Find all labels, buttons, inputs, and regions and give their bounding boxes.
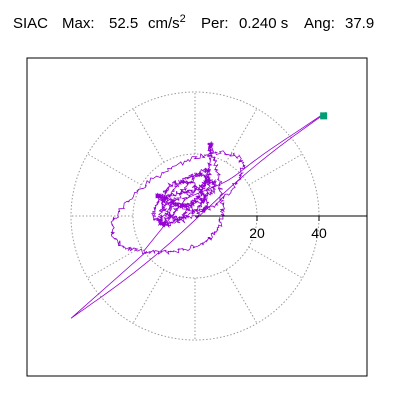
- station-code: SIAC: [13, 15, 49, 32]
- ring-labels: 20 40: [249, 225, 327, 241]
- angle-label: Ang:: [304, 15, 335, 32]
- max-unit-exponent: 2: [179, 13, 186, 25]
- grid-spoke-120: [132, 108, 165, 163]
- plot-header: SIAC Max: 52.5 cm/s2 Per: 0.240 s Ang: 3…: [0, 0, 400, 48]
- max-value: 52.5: [109, 15, 139, 32]
- grid-spoke-300: [225, 269, 258, 324]
- grid-spoke-30: [248, 153, 303, 186]
- grid-spoke-150: [87, 153, 142, 186]
- plot-frame: [26, 57, 368, 377]
- grid-spoke-60: [225, 108, 258, 163]
- max-unit-text: cm/s: [148, 15, 180, 32]
- grid-spoke-330: [248, 246, 303, 279]
- end-marker: [320, 112, 328, 120]
- max-label: Max:: [62, 15, 95, 32]
- period-label: Per:: [201, 15, 229, 32]
- marker-layer: [320, 112, 328, 120]
- ring-label-20: 20: [249, 225, 265, 241]
- grid-spoke-240: [132, 269, 165, 324]
- motion-trace: [70, 112, 326, 319]
- ring-label-40: 40: [311, 225, 327, 241]
- angle-value: 37.9: [345, 15, 375, 32]
- period-value: 0.240 s: [239, 15, 289, 32]
- axes: [195, 215, 367, 221]
- trace-path: [70, 112, 326, 319]
- max-unit: cm/s2: [148, 13, 186, 33]
